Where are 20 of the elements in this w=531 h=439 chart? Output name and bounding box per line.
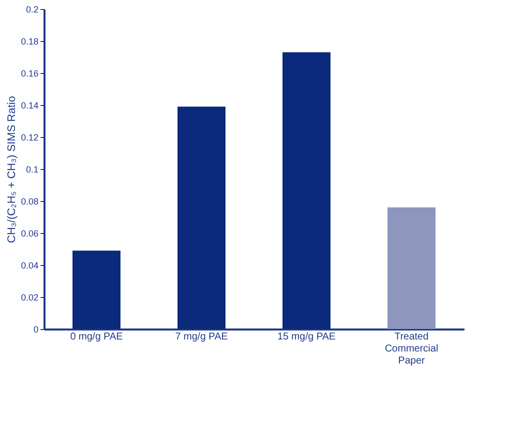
x-tick-label: 7 mg/g PAE [175, 332, 228, 342]
bar [178, 106, 226, 329]
bar [388, 207, 436, 329]
x-tick-label: 0 mg/g PAE [70, 332, 124, 342]
y-axis-title: CH₃/(C₂H₅ + CH₃) SIMS Ratio [6, 96, 18, 243]
bar [282, 52, 330, 329]
y-tick-label: 0.12 [20, 132, 38, 142]
x-tick-label: 15 mg/g PAE [277, 332, 336, 342]
x-tick-label: Treated Commercial Paper [384, 332, 438, 366]
bar [72, 250, 120, 329]
y-tick-label: 0.18 [20, 36, 38, 46]
y-tick-label: 0.04 [20, 260, 38, 270]
y-tick-label: 0 [33, 324, 38, 334]
y-tick-label: 0.2 [26, 4, 38, 14]
y-tick-label: 0.16 [20, 68, 38, 78]
y-tick-label: 0.14 [20, 100, 38, 110]
y-tick-label: 0.06 [20, 228, 38, 238]
y-tick-label: 0.08 [20, 196, 38, 206]
y-tick-label: 0.1 [26, 164, 38, 174]
y-tick-label: 0.02 [20, 292, 38, 302]
